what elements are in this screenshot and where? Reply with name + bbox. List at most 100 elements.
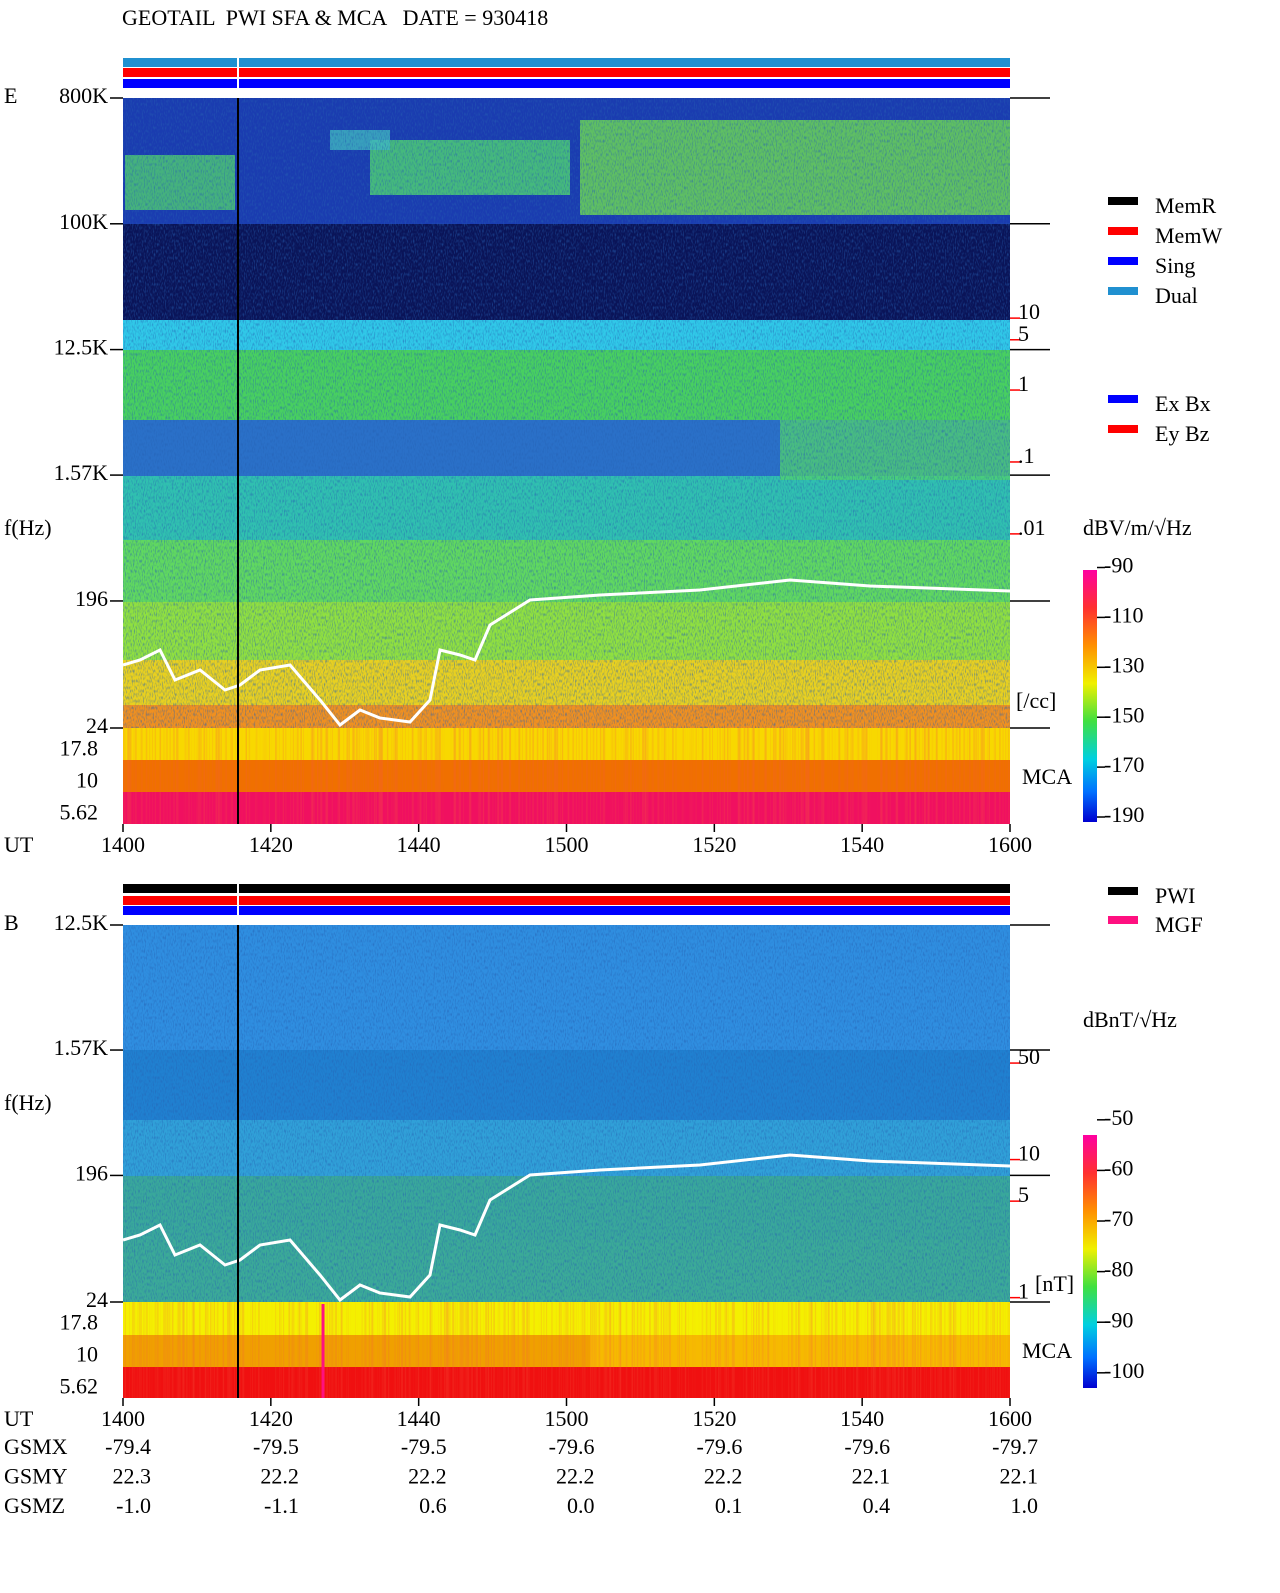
y-axis-label: f(Hz) — [4, 1090, 52, 1115]
y2-tick-label: 10 — [1018, 1141, 1040, 1166]
orbit-row-label: GSMY — [4, 1464, 68, 1489]
orbit-value: -79.6 — [697, 1434, 743, 1459]
y2-tick-label: 50 — [1018, 1044, 1040, 1069]
status-bar — [123, 884, 1010, 893]
colorbar-tick-label: -170 — [1104, 752, 1144, 777]
cyclotron-line — [122, 578, 1011, 728]
orbit-value: 0.0 — [567, 1493, 595, 1518]
mca-streaks — [123, 1302, 1010, 1398]
legend-label: MemW — [1155, 223, 1222, 248]
mca-label: MCA — [1022, 1338, 1072, 1363]
legend-swatch — [1108, 257, 1138, 265]
orbit-value: 22.2 — [260, 1464, 299, 1489]
colorbar-tick-label: -90 — [1104, 1307, 1133, 1332]
x-tick-label: 1600 — [988, 832, 1032, 857]
x-tick-label: 1500 — [545, 1406, 589, 1431]
page-title: GEOTAIL PWI SFA & MCA DATE = 930418 — [122, 5, 548, 30]
orbit-value: -79.5 — [401, 1434, 447, 1459]
x-tick-label: 1600 — [988, 1406, 1032, 1431]
y2-axis-label: [/cc] — [1016, 688, 1056, 713]
y2-tick-label: 10 — [1018, 299, 1040, 324]
y2-axis-label: [nT] — [1035, 1271, 1074, 1296]
orbit-value: 1.0 — [1011, 1493, 1039, 1518]
x-tick-label: 1400 — [101, 832, 145, 857]
x-tick-label: 1520 — [692, 832, 736, 857]
x-axis-label: UT — [4, 832, 34, 857]
orbit-value: 22.2 — [556, 1464, 595, 1489]
status-bar — [123, 896, 1010, 905]
legend-swatch — [1108, 197, 1138, 205]
legend-swatch — [1108, 916, 1138, 924]
legend-swatch — [1108, 395, 1138, 403]
mca-tick-label: 5.62 — [60, 799, 99, 824]
colorbar-tick-label: -150 — [1104, 702, 1144, 727]
legend-swatch — [1108, 887, 1138, 895]
status-bar — [123, 906, 1010, 915]
y2-tick-label: 1 — [1018, 1279, 1029, 1304]
y-tick-label: 24 — [86, 1287, 108, 1312]
orbit-value: -79.6 — [549, 1434, 595, 1459]
y2-tick-label: .1 — [1018, 443, 1035, 468]
spectrogram-noise — [123, 98, 1010, 728]
legend-swatch — [1108, 227, 1138, 235]
status-bar — [123, 58, 1010, 67]
x-axis-label: UT — [4, 1406, 34, 1431]
y-tick-label: 1.57K — [54, 460, 109, 485]
x-tick-label: 1400 — [101, 1406, 145, 1431]
x-tick-label: 1540 — [840, 832, 884, 857]
orbit-value: 22.1 — [1000, 1464, 1039, 1489]
y-tick-label: 800K — [59, 83, 108, 108]
orbit-value: -79.7 — [992, 1434, 1038, 1459]
colorbar-tick-label: -60 — [1104, 1155, 1133, 1180]
colorbar — [1083, 1135, 1097, 1388]
colorbar-tick-label: -50 — [1104, 1105, 1133, 1130]
spectrogram-noise — [123, 925, 1010, 1302]
y-tick-label: 12.5K — [54, 910, 109, 935]
orbit-row-label: GSMZ — [4, 1493, 65, 1518]
colorbar-tick-label: -190 — [1104, 802, 1144, 827]
colorbar-label: dBV/m/√Hz — [1083, 515, 1192, 540]
x-tick-label: 1520 — [692, 1406, 736, 1431]
orbit-value: -1.1 — [264, 1493, 299, 1518]
x-tick-label: 1440 — [397, 832, 441, 857]
mca-tick-label: 17.8 — [60, 735, 99, 760]
legend-label: MemR — [1155, 193, 1216, 218]
y2-tick-label: 5 — [1018, 321, 1029, 346]
y-tick-label: 196 — [75, 586, 108, 611]
y-tick-label: 24 — [86, 713, 108, 738]
mca-tick-label: 10 — [76, 767, 98, 792]
colorbar-tick-label: -70 — [1104, 1206, 1133, 1231]
orbit-value: 0.1 — [715, 1493, 743, 1518]
y2-tick-label: 1 — [1018, 371, 1029, 396]
orbit-row-label: GSMX — [4, 1434, 68, 1459]
orbit-value: 22.2 — [704, 1464, 743, 1489]
mca-tick-label: 5.62 — [60, 1373, 99, 1398]
y-axis-label: f(Hz) — [4, 515, 52, 540]
y-tick-label: 196 — [75, 1160, 108, 1185]
orbit-value: 0.6 — [419, 1493, 447, 1518]
colorbar-tick-label: -130 — [1104, 652, 1144, 677]
x-tick-label: 1420 — [249, 1406, 293, 1431]
y-tick-label: 1.57K — [54, 1035, 109, 1060]
status-bar — [123, 79, 1010, 88]
colorbar — [1083, 570, 1097, 822]
cyclotron-line — [122, 1153, 1011, 1303]
orbit-value: -79.5 — [253, 1434, 299, 1459]
legend-swatch — [1108, 425, 1138, 433]
panel-label: E — [4, 83, 17, 108]
legend-label: Dual — [1155, 283, 1198, 308]
y-tick-label: 12.5K — [54, 335, 109, 360]
colorbar-tick-label: -90 — [1104, 553, 1133, 578]
orbit-value: -1.0 — [116, 1493, 151, 1518]
x-tick-label: 1440 — [397, 1406, 441, 1431]
x-tick-label: 1500 — [545, 832, 589, 857]
orbit-value: 22.3 — [113, 1464, 152, 1489]
mca-tick-label: 10 — [76, 1341, 98, 1366]
orbit-value: 22.2 — [408, 1464, 447, 1489]
mca-label: MCA — [1022, 764, 1072, 789]
mca-streaks — [123, 728, 1010, 824]
colorbar-tick-label: -110 — [1104, 602, 1144, 627]
colorbar-tick-label: -100 — [1104, 1358, 1144, 1383]
